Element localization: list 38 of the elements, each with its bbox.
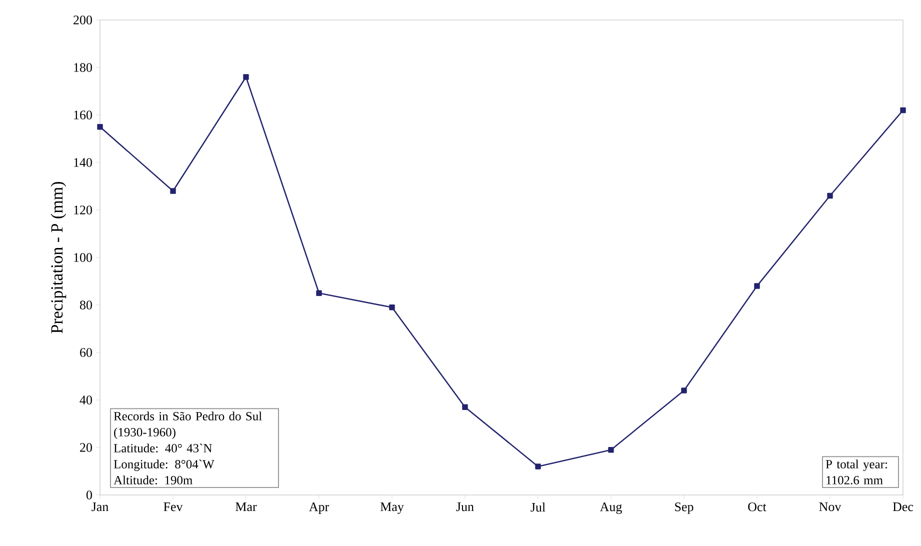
annotation: P total year: 1102.6 mm <box>826 460 887 484</box>
point <box>681 388 687 394</box>
point <box>900 107 906 114</box>
y-tick-label: 180 <box>74 63 92 72</box>
x-tick-label: Dec <box>892 502 914 512</box>
point <box>389 304 395 310</box>
y-tick-label: 0 <box>86 490 92 500</box>
x-tick-label: Fev <box>164 502 183 512</box>
x-tick-label: Jan <box>92 502 108 512</box>
point <box>535 464 541 470</box>
point <box>243 74 249 80</box>
x-tick-label: May <box>380 502 404 514</box>
y-tick-label: 80 <box>80 300 92 310</box>
y-tick-label: 20 <box>80 443 92 452</box>
x-tick-label: Jun <box>456 502 474 512</box>
y-axis-title: Precipitation - P (mm) <box>50 182 66 334</box>
annotation: Records in São Pedro do Sul (1930-1960) Latitude: 40° 43`N Longitude: 8°04`W Altitude: 190m <box>114 412 262 484</box>
point <box>170 188 176 194</box>
y-tick-label: 100 <box>74 253 92 262</box>
y-tick-label: 120 <box>74 206 92 214</box>
x-tick-label: Sep <box>675 502 694 514</box>
y-tick-label: 160 <box>74 110 92 120</box>
point <box>608 447 614 453</box>
point <box>316 290 322 296</box>
x-tick-label: Nov <box>819 502 842 512</box>
y-tick-label: 60 <box>80 348 92 357</box>
x-tick-label: Oct <box>748 502 766 512</box>
x-tick-label: Mar <box>236 502 257 512</box>
point <box>97 124 103 130</box>
y-tick-label: 200 <box>74 16 92 24</box>
x-tick-label: Aug <box>600 502 622 514</box>
y-tick-label: 140 <box>74 158 92 167</box>
y-tick-label: 40 <box>80 396 92 404</box>
x-tick-label: Apr <box>309 502 329 514</box>
point <box>827 192 833 199</box>
x-tick-label: Jul <box>530 502 546 512</box>
point <box>754 283 760 289</box>
point <box>462 404 468 410</box>
